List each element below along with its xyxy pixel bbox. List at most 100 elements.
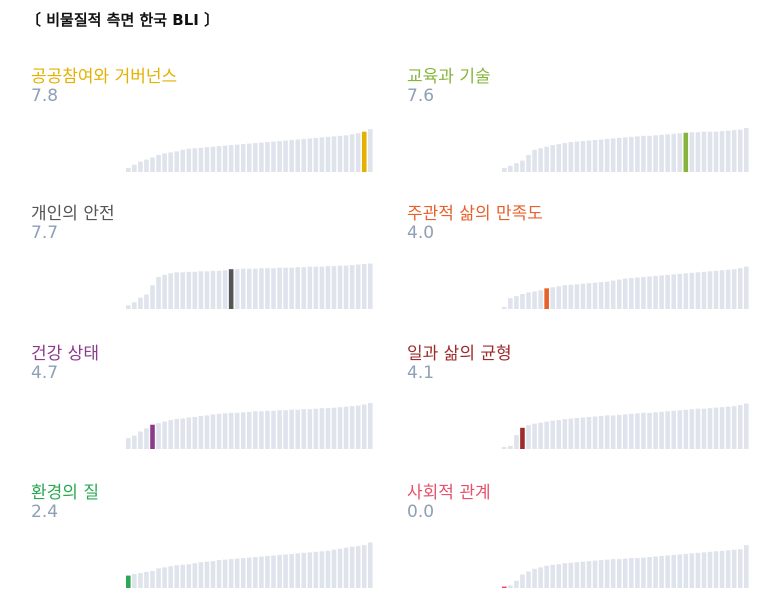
bar — [568, 562, 574, 588]
bar — [247, 557, 252, 588]
bar — [629, 558, 634, 588]
bar — [349, 546, 355, 588]
bar — [132, 435, 137, 449]
bar — [319, 551, 325, 588]
bar — [689, 132, 695, 172]
bar — [301, 138, 307, 172]
bar — [653, 135, 658, 172]
bar — [307, 409, 313, 449]
bar — [138, 161, 143, 172]
bar — [319, 266, 325, 309]
bar — [150, 570, 155, 588]
bar — [526, 154, 531, 172]
bar — [544, 421, 549, 449]
bar — [713, 131, 719, 172]
bar — [228, 145, 234, 172]
bar — [586, 416, 592, 449]
bar — [355, 546, 361, 588]
bar — [641, 135, 646, 172]
bar — [216, 413, 222, 449]
bar — [737, 405, 743, 449]
bar — [216, 270, 222, 309]
bar — [150, 157, 155, 172]
bar — [156, 568, 161, 588]
bar — [683, 553, 689, 588]
bar — [719, 270, 725, 309]
bar — [556, 286, 562, 309]
bar — [562, 285, 568, 309]
bar — [144, 159, 149, 172]
bar — [126, 167, 131, 172]
panel-score: 7.7 — [31, 223, 59, 243]
bar-korea — [126, 575, 131, 588]
bar — [556, 420, 562, 449]
bar — [538, 290, 543, 309]
bar — [168, 420, 173, 449]
bar — [174, 419, 179, 449]
panel-score: 0.0 — [407, 502, 435, 522]
bar — [616, 279, 622, 309]
bar — [550, 287, 555, 309]
bar — [725, 130, 731, 172]
bar — [701, 408, 707, 449]
bar — [514, 296, 519, 309]
bar — [689, 272, 695, 309]
bar — [247, 268, 252, 309]
bar — [508, 298, 513, 309]
bar — [265, 410, 270, 449]
bar — [295, 267, 300, 309]
bar — [180, 564, 186, 588]
bar — [719, 131, 725, 172]
panel-score: 4.7 — [31, 363, 59, 383]
bar — [653, 275, 658, 309]
bar — [156, 154, 161, 172]
bar — [313, 266, 319, 309]
bar — [502, 167, 507, 172]
bar — [150, 285, 155, 309]
bar — [635, 277, 640, 309]
bar — [313, 137, 319, 172]
bar — [271, 410, 276, 449]
bar — [228, 559, 234, 588]
bar — [253, 268, 258, 309]
bar — [295, 139, 300, 172]
bar — [368, 542, 373, 588]
bar — [568, 284, 574, 309]
bar — [695, 272, 701, 309]
bar — [604, 281, 610, 309]
bar — [580, 561, 586, 588]
bar — [162, 567, 167, 588]
panel-label: 사회적 관계 — [407, 483, 491, 503]
chart-title: 〔 비물질적 측면 한국 BLI 〕 — [26, 11, 220, 29]
bar — [665, 555, 670, 588]
bar — [598, 282, 604, 309]
bar — [677, 133, 683, 172]
bar — [144, 428, 149, 449]
bar-korea — [228, 269, 234, 309]
panel-life-satisfaction: 주관적 삶의 만족도 4.0 — [407, 199, 757, 324]
bar — [313, 408, 319, 449]
bar — [174, 151, 179, 172]
bar — [635, 136, 640, 172]
bar — [204, 147, 210, 172]
bar — [247, 143, 252, 172]
bar — [210, 561, 216, 588]
bar — [659, 134, 664, 172]
bar — [216, 560, 222, 588]
panel-score: 2.4 — [31, 502, 59, 522]
bar — [707, 408, 713, 449]
bar — [574, 284, 580, 309]
bar — [520, 294, 525, 309]
bar — [641, 557, 646, 588]
bar — [683, 409, 689, 449]
bar — [719, 550, 725, 588]
bar-chart — [126, 263, 373, 309]
bar — [162, 421, 167, 449]
bar — [313, 551, 319, 588]
panel-label: 주관적 삶의 만족도 — [407, 204, 543, 224]
bar — [277, 140, 282, 172]
bar — [343, 265, 349, 309]
bar — [737, 268, 743, 309]
bar-chart — [502, 403, 749, 449]
bar — [186, 417, 192, 449]
